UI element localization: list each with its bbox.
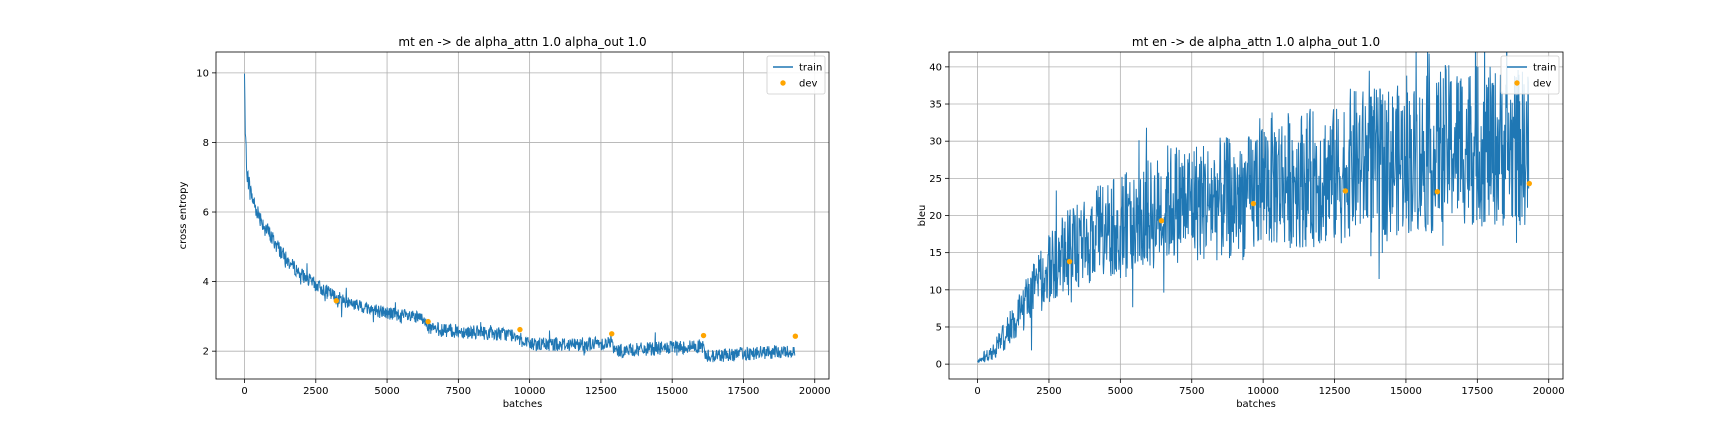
chart-1-dev-point-5 [1526, 180, 1533, 187]
chart-0-x-tick-label-0: 0 [241, 386, 247, 397]
chart-1-y-tick-label-15: 15 [929, 248, 942, 259]
chart-1-y-tick-label-40: 40 [929, 62, 942, 73]
chart-0-y-tick-label-8: 8 [203, 138, 209, 149]
chart-0-y-tick-label-4: 4 [203, 277, 209, 288]
chart-0-x-tick-label-5000: 5000 [374, 386, 399, 397]
chart-0-x-tick-label-20000: 20000 [799, 386, 831, 397]
chart-1-x-tick-label-7500: 7500 [1179, 386, 1204, 397]
chart-1-y-tick-label-0: 0 [936, 360, 942, 371]
chart-0-x-axis-label: batches [503, 399, 543, 410]
chart-0-legend-train-label: train [799, 63, 822, 74]
chart-0-dev-point-0 [333, 298, 340, 304]
chart-0-x-tick-label-10000: 10000 [514, 386, 546, 397]
chart-0-legend-dev-swatch [780, 80, 786, 86]
chart-1-y-axis-label: bleu [917, 205, 928, 227]
chart-0-dev-point-5 [792, 333, 799, 339]
chart-0-legend-dev-label: dev [799, 79, 818, 90]
chart-0-x-tick-label-7500: 7500 [446, 386, 471, 397]
chart-1-y-tick-label-5: 5 [936, 322, 942, 333]
chart-0-y-tick-label-10: 10 [196, 68, 209, 79]
chart-1-x-tick-label-17500: 17500 [1461, 386, 1493, 397]
chart-1-x-tick-label-20000: 20000 [1533, 386, 1565, 397]
chart-1-series-train-line [977, 52, 1530, 364]
chart-1-x-tick-label-2500: 2500 [1036, 386, 1061, 397]
chart-0-series-train-line [244, 73, 796, 363]
chart-cross-entropy: 0 2500 5000 7500 10000 12500 15000 17500 20000 2 4… [178, 35, 831, 410]
chart-0-plot-frame [215, 51, 830, 380]
chart-1-dev-point-3 [1342, 188, 1349, 194]
chart-1-dev-point-2 [1250, 200, 1257, 207]
chart-0-dev-point-2 [517, 326, 523, 333]
chart-0-dev-point-1 [425, 318, 431, 325]
chart-0-x-tick-label-12500: 12500 [585, 386, 617, 397]
chart-0-dev-point-4 [700, 332, 707, 339]
chart-1-x-tick-label-15000: 15000 [1390, 386, 1422, 397]
chart-1-x-tick-label-5000: 5000 [1108, 386, 1133, 397]
chart-bleu: 0 2500 5000 7500 10000 12500 15000 17500 20000 0 5… [917, 35, 1565, 410]
chart-1-title: mt en -> de alpha_attn 1.0 alpha_out 1.0 [1132, 35, 1380, 49]
chart-0-y-tick-label-6: 6 [203, 208, 209, 219]
chart-1-legend-train-label: train [1533, 63, 1556, 74]
chart-1-legend-dev-swatch [1514, 80, 1520, 86]
chart-0-y-axis-label: cross entropy [178, 182, 189, 250]
chart-1-x-axis-label: batches [1236, 399, 1276, 410]
chart-0-y-tick-label-2: 2 [203, 347, 209, 358]
chart-1-x-tick-label-0: 0 [974, 386, 980, 397]
chart-0-x-tick-label-15000: 15000 [656, 386, 688, 397]
chart-1-y-tick-label-25: 25 [929, 174, 942, 185]
chart-1-x-tick-label-10000: 10000 [1247, 386, 1279, 397]
chart-1-x-tick-label-12500: 12500 [1319, 386, 1351, 397]
chart-1-dev-point-4 [1434, 189, 1441, 195]
chart-0-dev-point-3 [609, 331, 615, 337]
chart-0-x-tick-label-17500: 17500 [728, 386, 760, 397]
chart-1-dev-point-0 [1066, 258, 1073, 265]
chart-0-x-tick-label-2500: 2500 [303, 386, 328, 397]
chart-1-y-tick-label-35: 35 [929, 100, 942, 111]
chart-1-y-tick-label-10: 10 [929, 285, 942, 296]
chart-0-title: mt en -> de alpha_attn 1.0 alpha_out 1.0 [398, 35, 646, 49]
chart-1-y-tick-label-30: 30 [929, 137, 942, 148]
chart-1-y-tick-label-20: 20 [929, 211, 942, 222]
chart-1-dev-point-1 [1158, 218, 1165, 224]
chart-1-legend-dev-label: dev [1533, 79, 1552, 90]
